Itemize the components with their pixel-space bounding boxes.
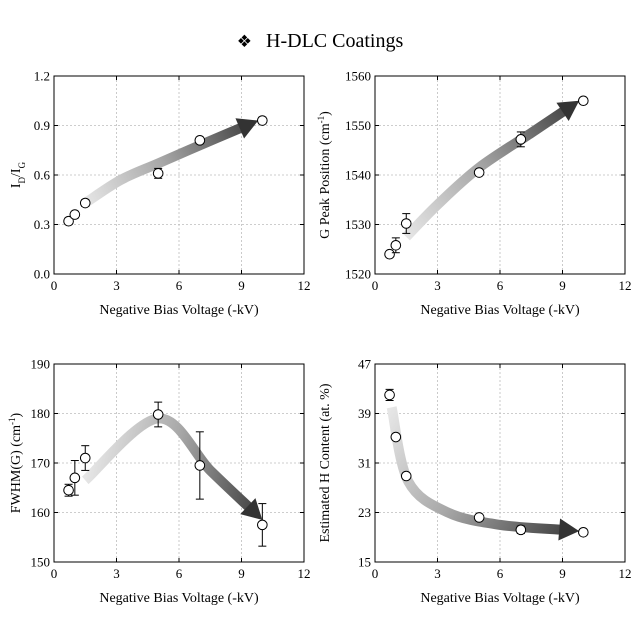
chart-h-content: 0 3 6 9 12 15 23 31 39 47 Negative Bias Voltage (-… — [0, 0, 640, 640]
data-point-group — [391, 432, 401, 442]
y-tick-label: 15 — [358, 555, 371, 570]
data-point — [401, 471, 411, 481]
y-tick-label: 39 — [358, 406, 371, 421]
trend-arrow-head — [558, 519, 579, 541]
data-point-group — [579, 528, 589, 538]
x-tick-label: 9 — [559, 566, 566, 581]
y-tick-label: 31 — [358, 456, 371, 471]
data-point — [579, 528, 589, 538]
data-point-group — [401, 471, 411, 481]
y-axis-label: Estimated H Content (at. %) — [318, 383, 333, 542]
data-point — [385, 390, 395, 400]
x-axis-label: Negative Bias Voltage (-kV) — [420, 591, 580, 606]
data-point — [391, 432, 401, 442]
x-tick-label: 6 — [497, 566, 504, 581]
data-point-group — [385, 389, 395, 400]
x-tick-label: 3 — [434, 566, 441, 581]
y-tick-label: 47 — [358, 357, 372, 372]
trend-arrow-body — [392, 407, 563, 529]
data-point-group — [474, 513, 484, 523]
x-tick-label: 0 — [372, 566, 379, 581]
figure: ❖H-DLC Coatings 0369120.00.30.60.91.2Neg… — [0, 0, 640, 640]
x-tick-label: 12 — [619, 566, 632, 581]
data-point — [474, 513, 484, 523]
y-tick-label: 23 — [358, 505, 371, 520]
data-point-group — [516, 525, 526, 535]
data-point — [516, 525, 526, 535]
